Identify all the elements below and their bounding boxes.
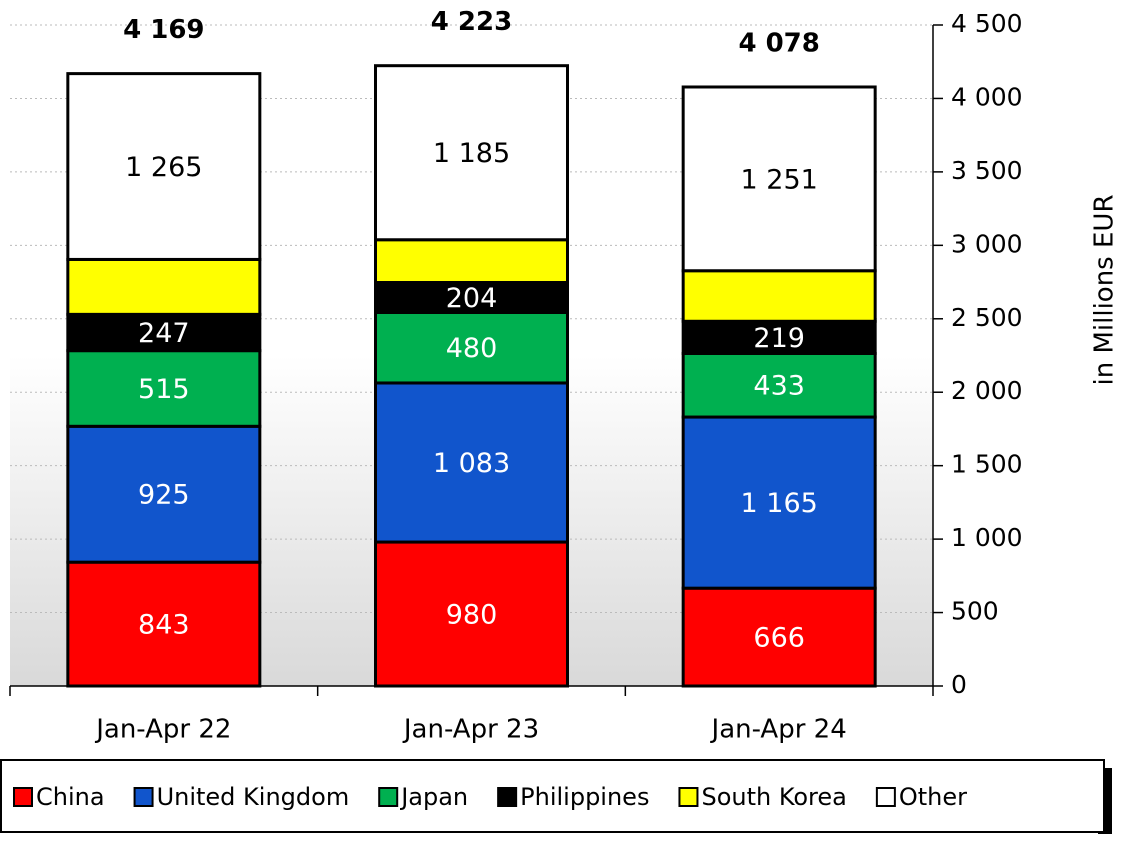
bar-segment <box>374 64 569 242</box>
bar-segment <box>681 415 877 590</box>
data-label: 1 251 <box>741 164 818 195</box>
y-axis-label: in Millions EUR <box>1090 194 1120 385</box>
data-label: 1 083 <box>433 448 510 479</box>
data-label: 666 <box>753 623 805 654</box>
data-label: 1 265 <box>125 152 202 183</box>
y-tick-label: 1 500 <box>951 450 1023 479</box>
bar-segment <box>66 349 262 428</box>
data-label: 219 <box>753 323 805 354</box>
data-label: 433 <box>753 371 805 402</box>
y-tick-label: 4 000 <box>951 82 1023 111</box>
bar-segment <box>374 280 569 314</box>
legend-label: Japan <box>399 783 468 811</box>
y-tick-label: 1 000 <box>951 523 1023 552</box>
legend-box <box>0 759 1105 833</box>
legend-swatch <box>378 787 399 807</box>
y-tick-label: 3 000 <box>951 229 1023 258</box>
legend-swatch <box>497 787 518 807</box>
data-label: 204 <box>446 283 498 314</box>
legend-label: South Korea <box>701 783 846 811</box>
data-label: 480 <box>446 333 498 364</box>
legend-label: United Kingdom <box>157 783 350 811</box>
legend-label: Other <box>899 783 967 811</box>
x-tick-label: Jan-Apr 24 <box>710 715 847 745</box>
bar-segment <box>681 586 877 688</box>
y-tick-label: 4 500 <box>951 9 1023 38</box>
bar-segment <box>66 560 262 688</box>
data-label: 980 <box>446 600 498 631</box>
data-label: 1 165 <box>741 488 818 519</box>
bar-segment <box>681 85 877 273</box>
y-tick-label: 500 <box>951 597 999 626</box>
y-tick-label: 0 <box>951 670 967 699</box>
data-label: 843 <box>138 610 190 641</box>
bar-segment <box>66 257 262 316</box>
y-tick-label: 2 000 <box>951 376 1023 405</box>
bar-segment <box>374 540 569 688</box>
bar-segment <box>374 310 569 385</box>
legend-swatch <box>133 787 154 807</box>
data-label: 925 <box>138 480 190 511</box>
data-label: 515 <box>138 374 190 405</box>
total-label: 4 169 <box>123 15 204 45</box>
x-tick-label: Jan-Apr 23 <box>402 715 539 745</box>
bar-segment <box>374 238 569 284</box>
legend-swatch <box>13 787 33 807</box>
bar-segment <box>66 424 262 564</box>
total-label: 4 078 <box>738 28 819 58</box>
bar-segment <box>681 269 877 323</box>
total-label: 4 223 <box>431 7 512 37</box>
legend-label: China <box>36 783 105 811</box>
data-label: 1 185 <box>433 138 510 169</box>
bar-segment <box>374 381 569 544</box>
y-tick-label: 3 500 <box>951 156 1023 185</box>
legend-swatch <box>875 787 896 807</box>
data-label: 247 <box>138 318 190 349</box>
y-tick-label: 2 500 <box>951 303 1023 332</box>
legend-swatch <box>678 787 699 807</box>
x-tick-label: Jan-Apr 22 <box>94 715 231 745</box>
bar-segment <box>66 72 262 261</box>
bar-segment <box>681 351 877 419</box>
legend-label: Philippines <box>520 783 649 811</box>
